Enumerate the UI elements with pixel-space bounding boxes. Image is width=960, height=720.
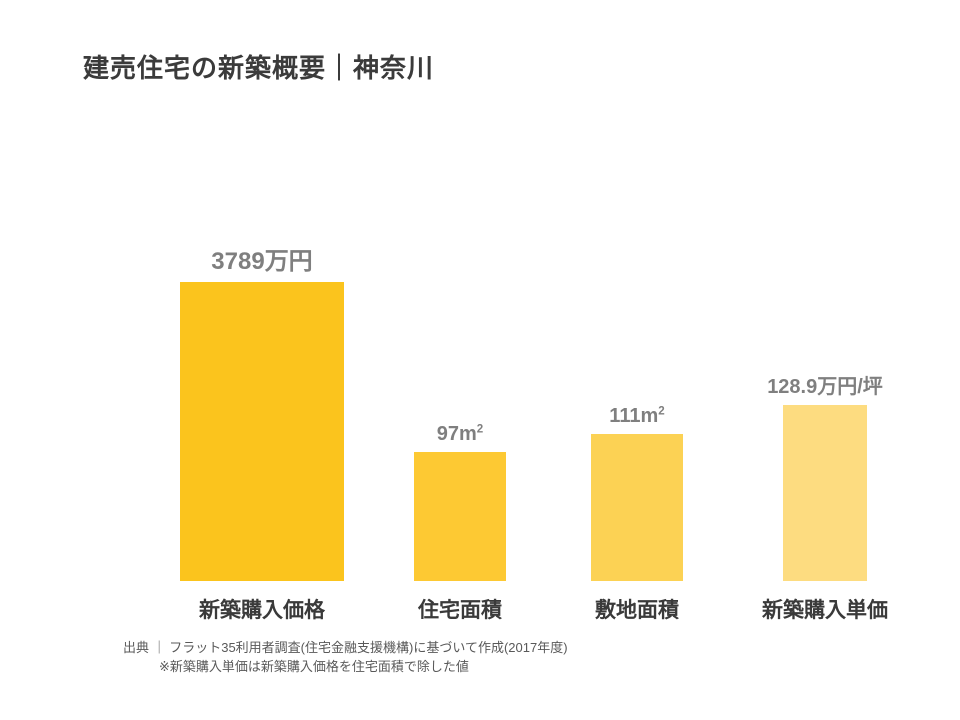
bar-value-superscript: 2 (658, 404, 665, 418)
bar-value-text: 3789万円 (211, 247, 313, 275)
bar-category-label: 新築購入単価 (762, 599, 888, 622)
source-footnote: 出典 ｜ フラット35利用者調査(住宅金融支援機構)に基づいて作成(2017年度… (123, 639, 568, 677)
bar-value-text: 97m (436, 423, 477, 445)
bar-value-label: 97m2 (437, 423, 483, 445)
bar-value-text: 111m (609, 405, 659, 427)
bar-category-label: 住宅面積 (418, 599, 502, 622)
bar-group-house-area: 97m2 住宅面積 (350, 423, 570, 622)
page-title: 建売住宅の新築概要｜神奈川 (83, 53, 435, 83)
bar-value-label: 111m2 (609, 405, 664, 427)
note-line: ※新築購入単価は新築購入価格を住宅面積で除した値 (159, 658, 469, 674)
bar-lot-area (591, 434, 683, 581)
source-line: 出典 ｜ フラット35利用者調査(住宅金融支援機構)に基づいて作成(2017年度… (123, 640, 568, 655)
bar-value-superscript: 2 (476, 422, 484, 436)
bar-category-label: 敷地面積 (595, 599, 679, 622)
bar-value-text: 128.9万円/坪 (767, 376, 883, 398)
bar-purchase-price (180, 282, 344, 581)
bar-group-unit-price: 128.9万円/坪 新築購入単価 (715, 376, 935, 622)
bar-group-purchase-price: 3789万円 新築購入価格 (152, 247, 372, 622)
bar-house-area (414, 452, 506, 581)
bar-group-lot-area: 111m2 敷地面積 (527, 405, 747, 622)
bar-value-label: 3789万円 (211, 247, 313, 275)
bar-category-label: 新築購入価格 (199, 599, 325, 622)
bar-unit-price (783, 405, 867, 581)
bar-value-label: 128.9万円/坪 (767, 376, 883, 398)
